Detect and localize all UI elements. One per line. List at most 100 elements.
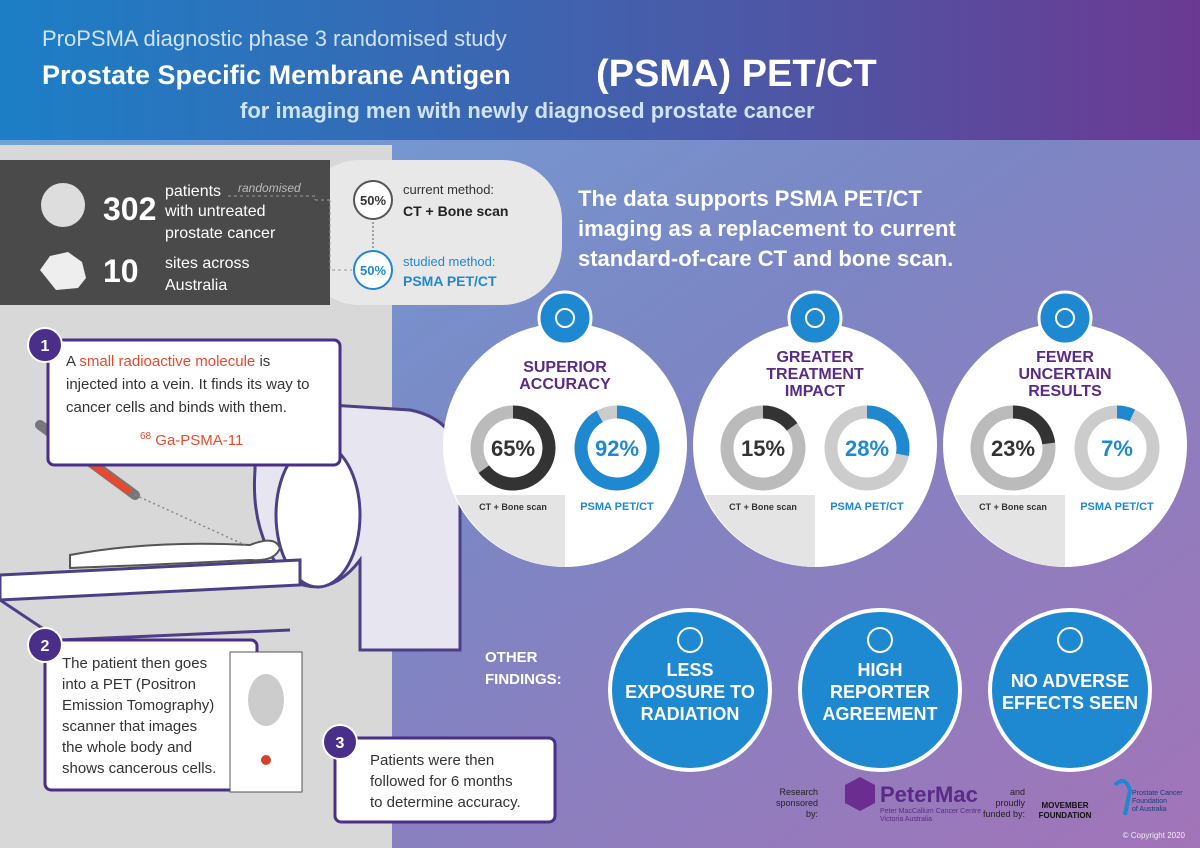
result-title: ACCURACY (519, 376, 611, 393)
step-text: A small radioactive molecule is (66, 353, 270, 370)
result-icon (787, 290, 843, 346)
copyright: © Copyright 2020 (1123, 831, 1186, 840)
sites-text: sites across (165, 255, 249, 272)
title-big: (PSMA) PET/CT (596, 53, 877, 95)
petermac-sub: Peter MacCallum Cancer Centre (880, 808, 981, 815)
conclusion: imaging as a replacement to current (578, 216, 956, 241)
pcfa-logo (1113, 779, 1133, 816)
tracer-name: Ga-PSMA-11 (155, 432, 243, 449)
finding-icon (1057, 627, 1083, 653)
finding-ring (608, 608, 772, 772)
patients-count: 302 (103, 191, 156, 227)
tracer: 68 Ga-PSMA-11 (140, 426, 243, 449)
footer-text: proudly (995, 798, 1025, 808)
finding-text: RADIATION (641, 704, 740, 724)
step-text: injected into a vein. It finds its way t… (66, 376, 309, 393)
step-highlight: small radioactive molecule (79, 353, 255, 370)
result-shade (705, 495, 815, 567)
arm-label: current method: (403, 182, 494, 197)
arm-method: PSMA PET/CT (403, 273, 497, 289)
donut-label: 7% (1101, 436, 1133, 461)
petermac-logo (845, 777, 875, 811)
result-icon-glyph (1055, 308, 1075, 328)
step-number: 1 (41, 338, 50, 355)
method-name: CT + Bone scan (979, 502, 1047, 512)
pet-hotspot (261, 755, 271, 765)
step-text: the whole body and (62, 739, 192, 756)
finding-icon (867, 627, 893, 653)
australia-icon (40, 252, 86, 290)
result-shade (955, 495, 1065, 567)
step-box (46, 338, 342, 467)
step-badge (27, 327, 63, 363)
donut-label: 28% (845, 436, 889, 461)
conclusion: standard-of-care CT and bone scan. (578, 246, 953, 271)
step-text: scanner that images (62, 718, 197, 735)
method-name: CT + Bone scan (479, 502, 547, 512)
step-number: 3 (336, 735, 345, 752)
tracer-isotope: 68 (140, 431, 152, 442)
donut-arc (1116, 405, 1136, 422)
patients-text: prostate cancer (165, 225, 276, 242)
donut-label: 15% (741, 436, 785, 461)
method-name: PSMA PET/CT (830, 501, 904, 513)
donut-label: 92% (595, 436, 639, 461)
finding-ring (798, 608, 962, 772)
result-title: IMPACT (785, 383, 845, 400)
finding-ring (988, 608, 1152, 772)
result-icon (1037, 290, 1093, 346)
needle-path (134, 494, 246, 546)
header-band (0, 0, 1200, 140)
result-title: TREATMENT (766, 366, 864, 383)
footer-text: Research (779, 787, 818, 797)
method-name: CT + Bone scan (729, 502, 797, 512)
step-badge (27, 627, 63, 663)
connector (228, 195, 352, 271)
donut-label: 65% (491, 436, 535, 461)
donut-arc (1012, 405, 1056, 445)
finding-text: EXPOSURE TO (625, 682, 755, 702)
pet-body (248, 674, 284, 726)
sites-count: 10 (103, 253, 139, 289)
findings-label: FINDINGS: (485, 671, 562, 688)
finding-text: REPORTER (830, 682, 930, 702)
donut-arc (574, 405, 660, 491)
result-title: SUPERIOR (523, 359, 607, 376)
result-shade (455, 495, 565, 567)
petermac: PeterMac (880, 782, 978, 807)
patients-text: with untreated (164, 203, 266, 220)
result-title: FEWER (1036, 349, 1094, 366)
subtitle: for imaging men with newly diagnosed pro… (240, 98, 815, 123)
result-title: RESULTS (1028, 383, 1102, 400)
footer-text: by: (806, 809, 818, 819)
arm-share: 50% (360, 193, 386, 208)
petermac-sub: Victoria Australia (880, 816, 932, 823)
step-text: A (66, 353, 76, 370)
step-text: The patient then goes (62, 655, 207, 672)
arm-circle (353, 180, 393, 220)
step-text: Patients were then (370, 752, 494, 769)
steps: 1 2 The patient then goes into a PET (Posit… (27, 327, 521, 811)
finding-text: LESS (666, 660, 713, 680)
movember: MOVEMBER (1041, 801, 1088, 810)
arm-circle (353, 250, 393, 290)
result-title: UNCERTAIN (1018, 366, 1111, 383)
sites-text: Australia (165, 277, 227, 294)
finding-text: EFFECTS SEEN (1002, 693, 1138, 713)
finding-text: AGREEMENT (822, 704, 937, 724)
title: Prostate Specific Membrane Antigen (42, 60, 511, 90)
patients-text: patients (165, 183, 221, 200)
kicker: ProPSMA diagnostic phase 3 randomised st… (42, 26, 507, 51)
finding-text: HIGH (858, 660, 903, 680)
footer-text: funded by: (983, 809, 1025, 819)
people-icon (41, 183, 85, 227)
footer-text: sponsored (776, 798, 818, 808)
step-text: into a PET (Positron (62, 676, 196, 693)
pcfa: Foundation (1132, 798, 1167, 805)
arm-label: studied method: (403, 254, 496, 269)
donut-arc (762, 405, 798, 431)
randomised-label: randomised (238, 181, 301, 195)
